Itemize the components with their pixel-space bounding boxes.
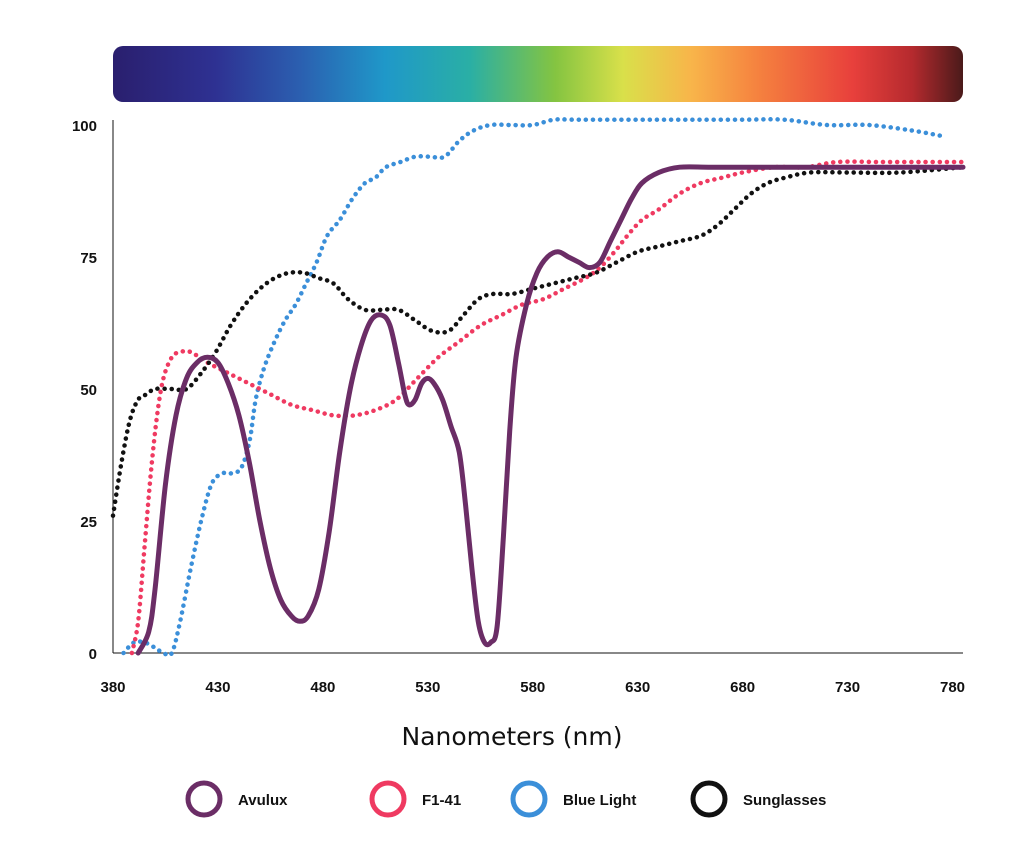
- series-layer: [110, 117, 966, 658]
- spectrum-bar: [113, 46, 963, 102]
- legend-label: Blue Light: [563, 792, 636, 809]
- series-line-blue-light: [121, 117, 943, 658]
- series-line-avulux: [135, 164, 966, 656]
- y-tick-label: 25: [80, 514, 97, 531]
- legend-marker-sunglasses: [690, 780, 728, 818]
- y-tick-label: 50: [80, 382, 97, 399]
- legend-marker-blue-light: [510, 780, 548, 818]
- x-tick-label: 780: [940, 679, 965, 696]
- y-tick-label: 0: [89, 646, 97, 663]
- x-tick-label: 530: [415, 679, 440, 696]
- series-line-f1-41: [129, 159, 966, 656]
- y-tick-label: 75: [80, 250, 97, 267]
- legend-label: Avulux: [238, 792, 288, 809]
- legend-marker-avulux: [185, 780, 223, 818]
- x-tick-labels: 380 430 480 530 580 630 680 730 780: [100, 679, 965, 696]
- x-tick-label: 380: [100, 679, 125, 696]
- y-tick-label: 100: [72, 118, 97, 135]
- legend-item-f1-41: F1-41: [369, 780, 461, 818]
- y-tick-labels: 0 25 50 75 100: [72, 118, 97, 663]
- legend-item-avulux: Avulux: [185, 780, 288, 818]
- legend-label: F1-41: [422, 792, 461, 809]
- legend-marker-f1-41: [369, 780, 407, 818]
- legend-item-blue-light: Blue Light: [510, 780, 636, 818]
- x-tick-label: 430: [205, 679, 230, 696]
- legend-item-sunglasses: Sunglasses: [690, 780, 826, 818]
- x-tick-label: 580: [520, 679, 545, 696]
- x-tick-label: 730: [835, 679, 860, 696]
- x-tick-label: 630: [625, 679, 650, 696]
- x-axis-label: Nanometers (nm): [401, 722, 622, 751]
- x-tick-label: 480: [310, 679, 335, 696]
- legend-label: Sunglasses: [743, 792, 826, 809]
- x-tick-label: 680: [730, 679, 755, 696]
- legend: Avulux F1-41 Blue Light Sunglasses: [185, 780, 826, 818]
- series-line-sunglasses: [110, 164, 966, 518]
